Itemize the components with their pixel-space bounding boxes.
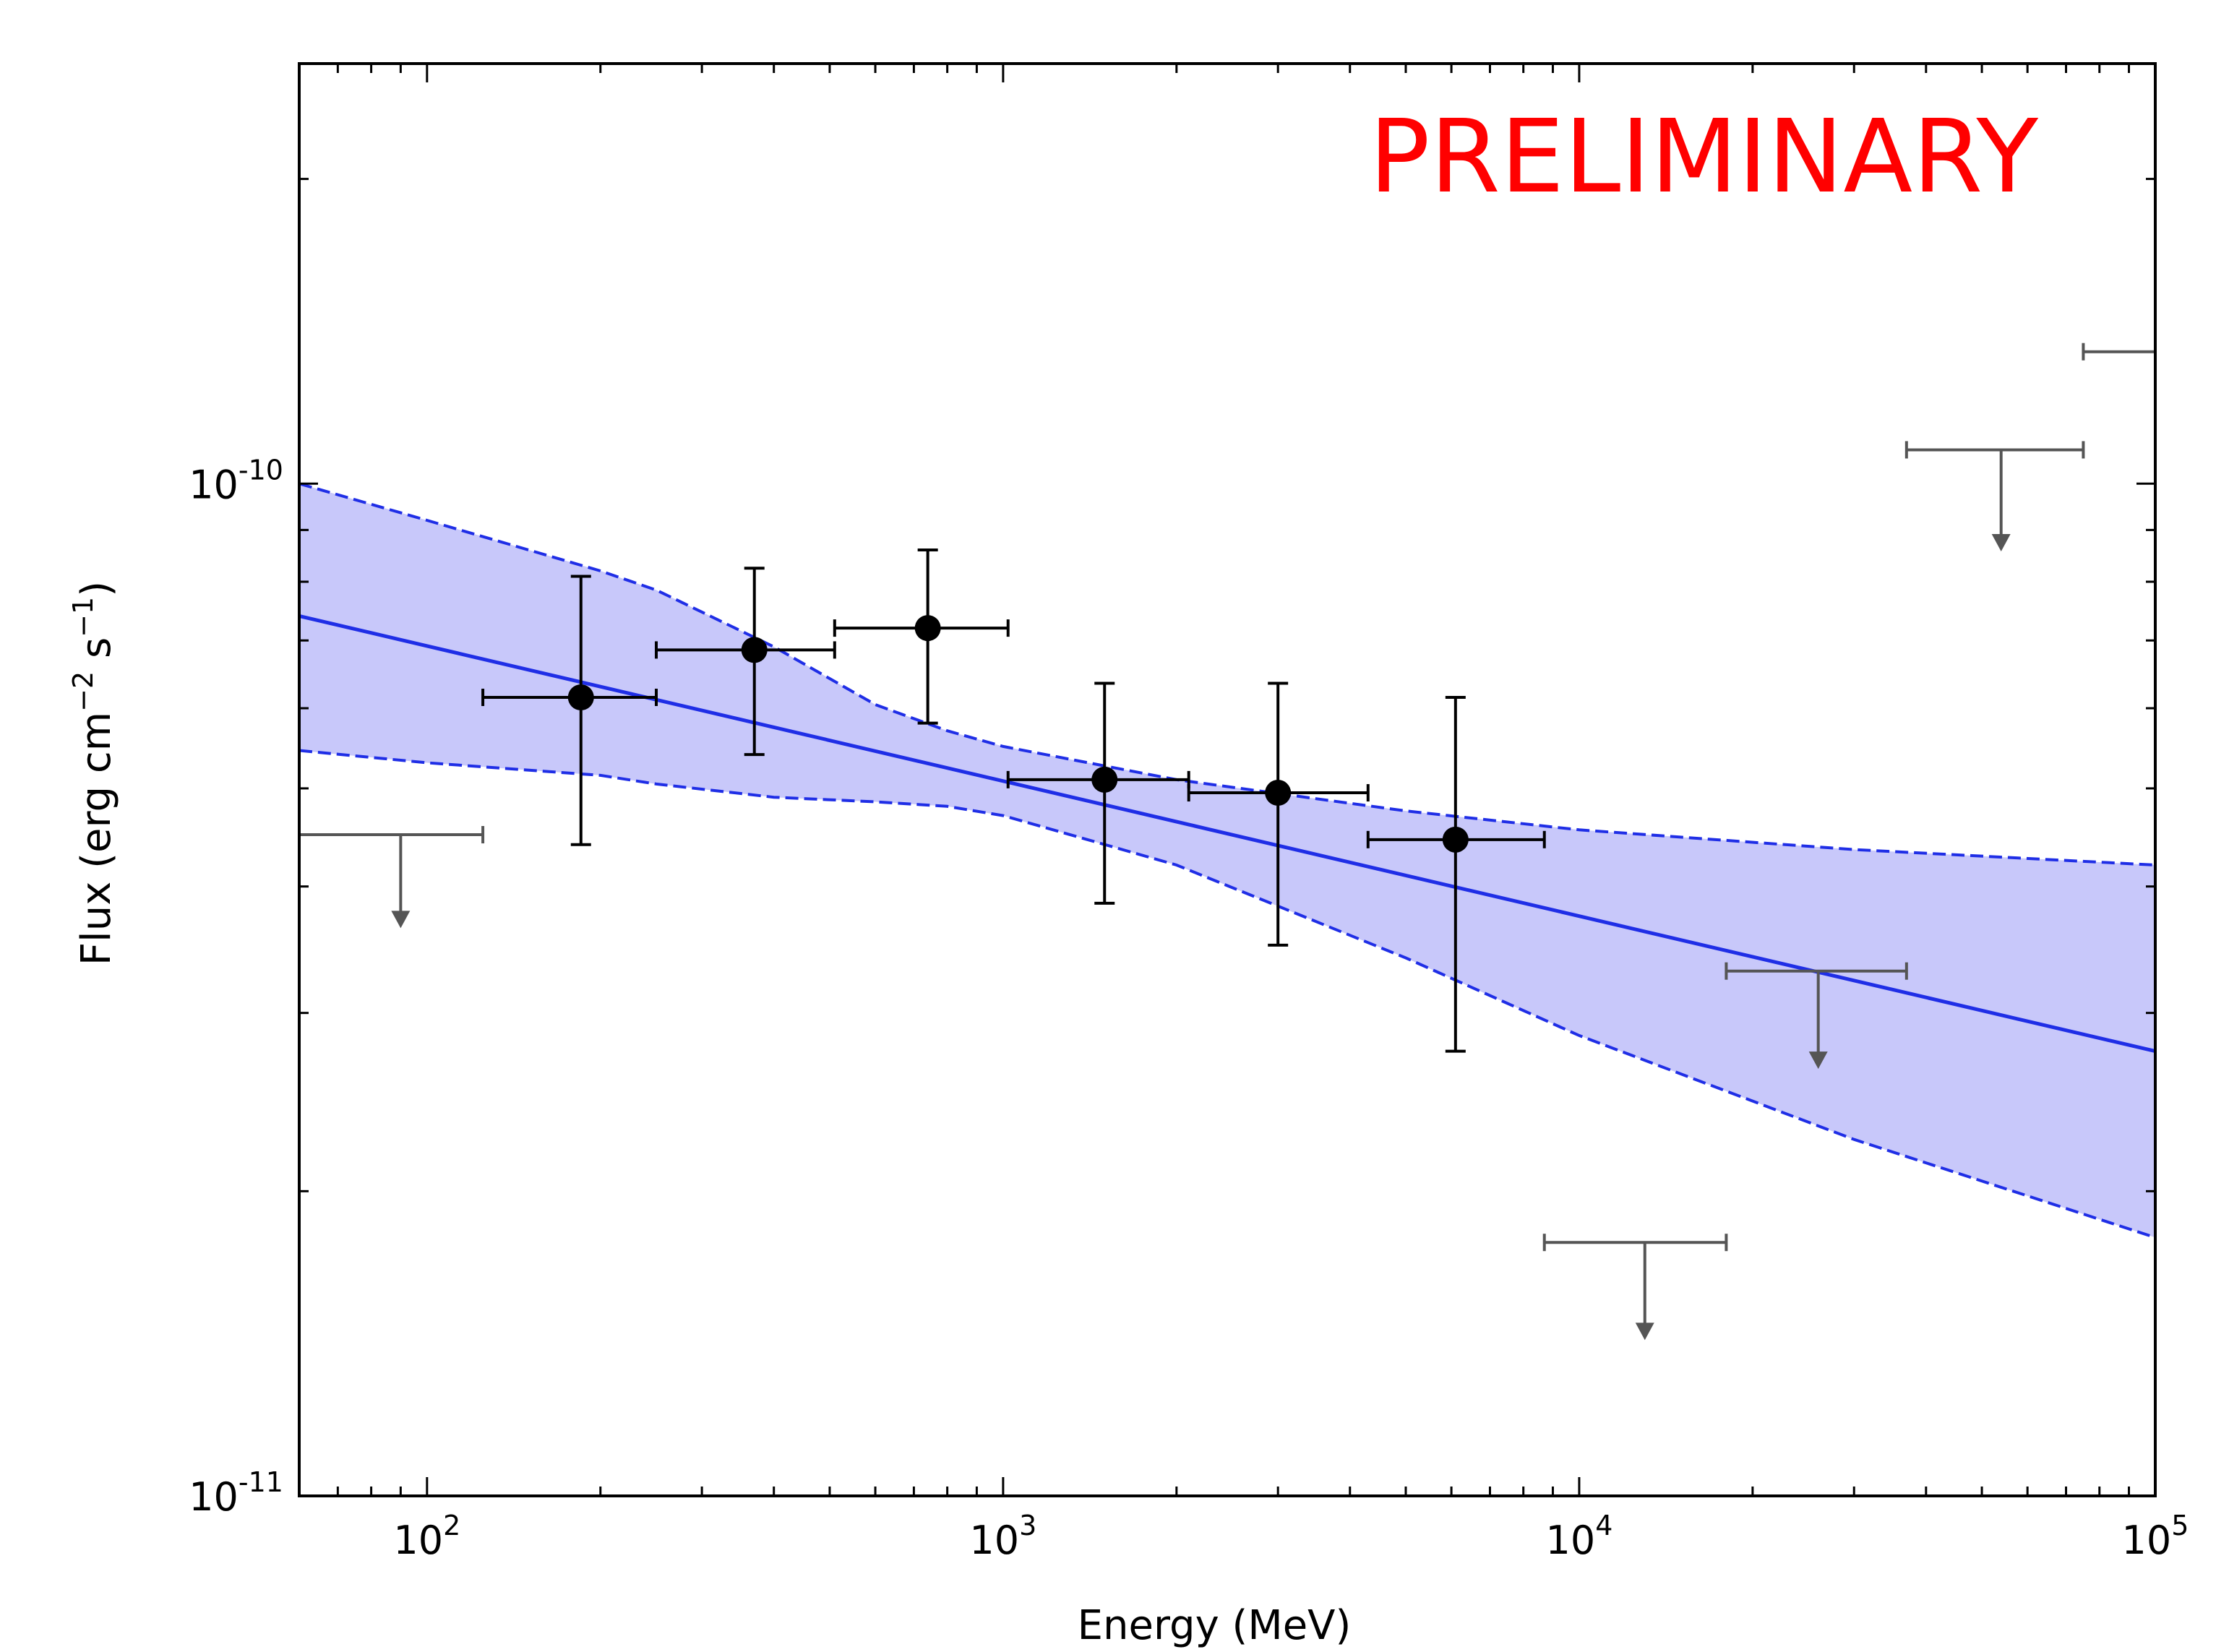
upper-limit-arrow-icon bbox=[1808, 1051, 1828, 1070]
data-point-3 bbox=[1006, 681, 1190, 905]
data-point-marker bbox=[567, 684, 594, 710]
y-axis-label: Flux (erg cm−2 s−1) bbox=[67, 581, 120, 965]
model-fit-line bbox=[299, 614, 2156, 1054]
band-upper-edge bbox=[299, 482, 2156, 866]
band-lower-edge bbox=[299, 749, 2156, 1239]
data-point-5 bbox=[1366, 695, 1546, 1053]
upper-limit-arrow-icon bbox=[1991, 534, 2011, 552]
upper-limit-4 bbox=[2082, 343, 2155, 361]
x-axis-label: Energy (MeV) bbox=[1078, 1602, 1352, 1649]
data-point-2 bbox=[833, 548, 1010, 725]
data-point-1 bbox=[655, 567, 836, 757]
plot-frame bbox=[298, 62, 2157, 1497]
x-tick-label-3: 105 bbox=[2122, 1510, 2189, 1563]
y-tick-label-1: 10-10 bbox=[189, 454, 283, 507]
upper-limit-arrow-icon bbox=[1635, 1322, 1654, 1341]
data-point-marker bbox=[1265, 780, 1292, 806]
upper-limit-2 bbox=[1725, 962, 1908, 1070]
data-point-marker bbox=[1091, 766, 1118, 793]
data-point-4 bbox=[1187, 681, 1370, 947]
y-tick-label-0: 10-11 bbox=[189, 1466, 283, 1520]
data-point-marker bbox=[741, 637, 768, 663]
upper-limit-3 bbox=[1904, 441, 2085, 552]
upper-limit-1 bbox=[1542, 1234, 1728, 1341]
preliminary-label: PRELIMINARY bbox=[1369, 98, 2038, 216]
upper-limit-arrow-icon bbox=[391, 911, 411, 929]
confidence-band bbox=[299, 483, 2155, 1238]
x-tick-label-2: 104 bbox=[1545, 1510, 1612, 1563]
data-point-marker bbox=[1442, 826, 1469, 853]
upper-limit-0 bbox=[298, 826, 485, 929]
data-point-marker bbox=[914, 615, 941, 642]
data-point-0 bbox=[481, 575, 658, 846]
x-tick-label-0: 102 bbox=[393, 1510, 460, 1563]
x-tick-label-1: 103 bbox=[969, 1510, 1036, 1563]
